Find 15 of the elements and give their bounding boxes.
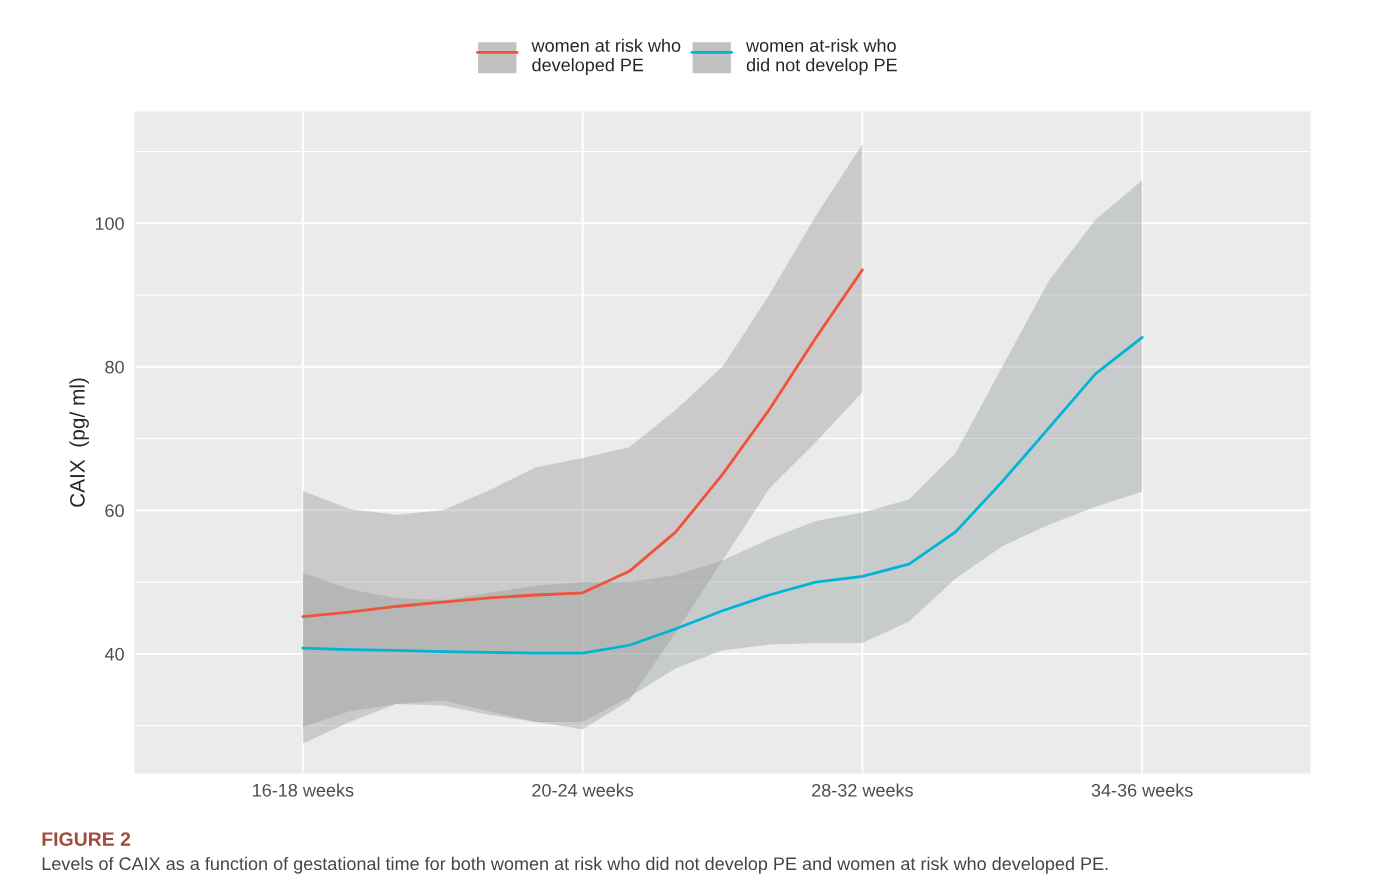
y-tick-label: 100 <box>95 217 124 230</box>
legend-label: women at risk who developed PE <box>531 38 681 75</box>
x-tick-label: 34-36 weeks <box>1091 783 1193 797</box>
y-tick-label: 80 <box>105 360 124 374</box>
line-series <box>301 268 864 618</box>
y-tick-label: 60 <box>105 504 124 518</box>
caption: FIGURE 2 <box>42 832 131 846</box>
line-series <box>301 335 1144 655</box>
text: Levels of CAIX as a function of gestational time for both women at risk who did not develop PE and women at risk who developed PE. <box>42 856 1108 874</box>
y-axis-title: CAIX (pg/ ml) <box>69 378 89 507</box>
x-tick-label: 16-18 weeks <box>253 783 354 797</box>
x-tick-label: 28-32 weeks <box>812 783 913 797</box>
y-tick-label: 40 <box>104 647 124 661</box>
legend-label: women at-risk who did not develop PE <box>746 38 897 75</box>
x-tick-label: 20-24 weeks <box>532 783 634 797</box>
